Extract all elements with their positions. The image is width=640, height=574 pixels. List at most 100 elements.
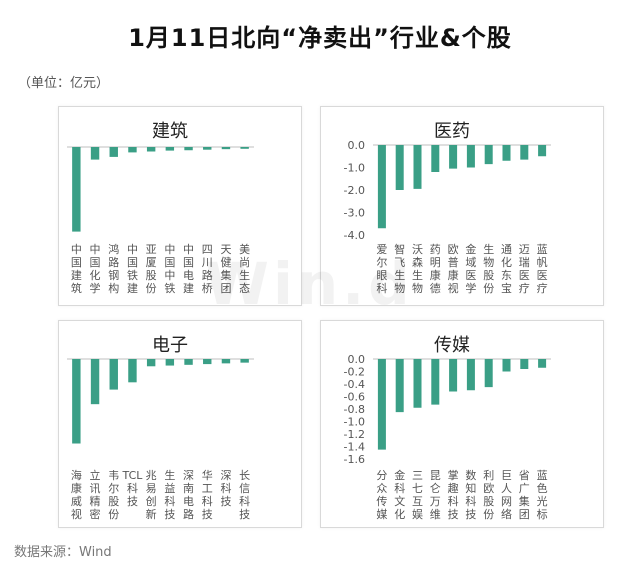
x-tick-label: 美尚生态 [239,243,250,295]
x-tick-label: 巨人网络 [501,469,512,521]
bar [128,359,137,383]
x-tick-label: 金域医学 [465,242,476,295]
bar [146,359,156,367]
bar [502,359,511,372]
bar [72,359,81,444]
y-tick-label: -1.2 [344,428,365,441]
x-tick-label: 中国铁建 [127,243,138,295]
x-tick-label: 四川路桥 [202,243,213,295]
bar [538,145,547,157]
bar [431,359,440,405]
chart-svg: 电子0.0-1.0-2.0-3.0-4.0-5.0-6.0-7.0海康威视立讯精… [67,335,254,521]
x-tick-label: 中国中铁 [164,243,175,295]
y-tick-label: -3.0 [344,207,365,220]
bar [90,147,100,160]
x-tick-label: 掌趣科技 [448,468,459,521]
bar [502,145,511,161]
x-tick-label: 立讯精密 [90,468,101,521]
x-tick-label: 长信科技 [239,469,250,521]
chart-title: 医药 [434,121,470,142]
x-tick-label: 鸿路钢构 [108,242,119,295]
source-note: 数据来源：Wind [14,545,112,560]
y-tick-label: -4.0 [344,229,365,242]
x-tick-label: 中国电建 [183,243,194,295]
x-tick-label: 金科文化 [394,468,405,521]
x-tick-label: TCL 科技 [122,469,144,508]
y-tick-label: -0.8 [344,403,365,416]
bar [128,147,137,153]
y-tick-label: -1.0 [344,162,365,175]
bar [395,145,404,190]
x-tick-label: 迈瑞医疗 [519,243,530,295]
bar [449,145,458,169]
bar [203,359,212,365]
bar [109,359,118,390]
y-tick-label: 0.0 [348,353,366,366]
x-tick-label: 蓝色光标 [537,469,548,521]
bar [184,359,193,365]
bar [221,359,231,364]
bar [520,359,529,369]
bar [240,359,249,363]
x-tick-label: 利欧股份 [483,469,494,521]
y-tick-label: -0.6 [344,391,365,404]
bar [165,147,175,151]
bar [377,145,386,229]
x-tick-label: 中国建筑 [71,243,82,295]
x-tick-label: 蓝帆医疗 [537,243,548,295]
panel-pharma: 医药 0.0 -1.0 -2.0 -3.0 -4.0 爱尔眼科 智飞生物 沃森生物 药明康德 欧普康… [320,106,604,306]
chart-svg: 建筑0.0-1.0-2.0-3.0-4.0-5.0中国建筑中国化学鸿路钢构中国铁… [67,121,254,295]
x-tick-label: 智飞生物 [394,242,405,295]
x-tick-label: 韦尔股份 [108,469,119,521]
x-tick-label: 深南电路 [183,469,194,521]
x-tick-label: 省广集团 [519,469,530,521]
x-tick-label: 分众传媒 [376,469,387,521]
x-tick-label: 爱尔眼科 [376,243,387,295]
page-title: 1月11日北向“净卖出”行业&个股 [128,24,512,52]
x-tick-label: 欧普康视 [448,243,459,295]
bar [203,147,212,150]
y-tick-label: -0.4 [344,378,365,391]
watermark: Win.d [205,250,414,318]
bar [484,145,493,165]
bar [413,145,422,189]
chart-svg: 传媒 0.0-0.2-0.4-0.6-0.8-1.0-1.2-1.4-1.6 分众传… [344,335,551,521]
bar [484,359,493,388]
y-tick-label: -1.6 [344,453,365,466]
bar [109,147,118,157]
bar [466,145,475,168]
x-tick-label: 通化东宝 [501,243,512,295]
bar [90,359,100,405]
bar [165,359,175,366]
panel-construction: 建筑0.0-1.0-2.0-3.0-4.0-5.0中国建筑中国化学鸿路钢构中国铁… [58,106,302,306]
panel-electronics: 电子0.0-1.0-2.0-3.0-4.0-5.0-6.0-7.0海康威视立讯精… [58,320,302,528]
bar [146,147,156,152]
bar [520,145,529,160]
x-tick-label: 昆仑万维 [430,469,441,521]
x-tick-label: 兆易创新 [146,469,157,521]
x-tick-label: 生物股份 [483,242,494,295]
chart-title: 建筑 [152,121,188,142]
bar [395,359,404,413]
bar [240,147,249,149]
x-tick-label: 中国化学 [90,243,101,295]
chart-title: 电子 [152,335,188,356]
bar [431,145,440,172]
x-tick-label: 三七互娱 [412,469,423,521]
x-tick-label: 生益科技 [164,468,175,521]
x-tick-label: 华工科技 [202,468,213,521]
bar [538,359,547,368]
y-tick-label: 0.0 [348,139,366,152]
y-tick-label: -2.0 [344,184,365,197]
y-tick-label: -1.4 [344,441,365,454]
bar [377,359,386,450]
x-tick-label: 海康威视 [71,468,82,521]
bar [184,147,193,151]
bar [466,359,475,391]
panel-media: 传媒 0.0 -0.2 -0.4 -0.6 -0.8 -1.0 -1.2 -1.4 -1.6 分众传… [320,320,604,528]
x-tick-label: 药明康德 [430,243,441,295]
y-tick-label: -1.0 [344,416,365,429]
bar [449,359,458,392]
x-tick-label: 数知科技 [465,469,476,521]
bar [413,359,422,408]
